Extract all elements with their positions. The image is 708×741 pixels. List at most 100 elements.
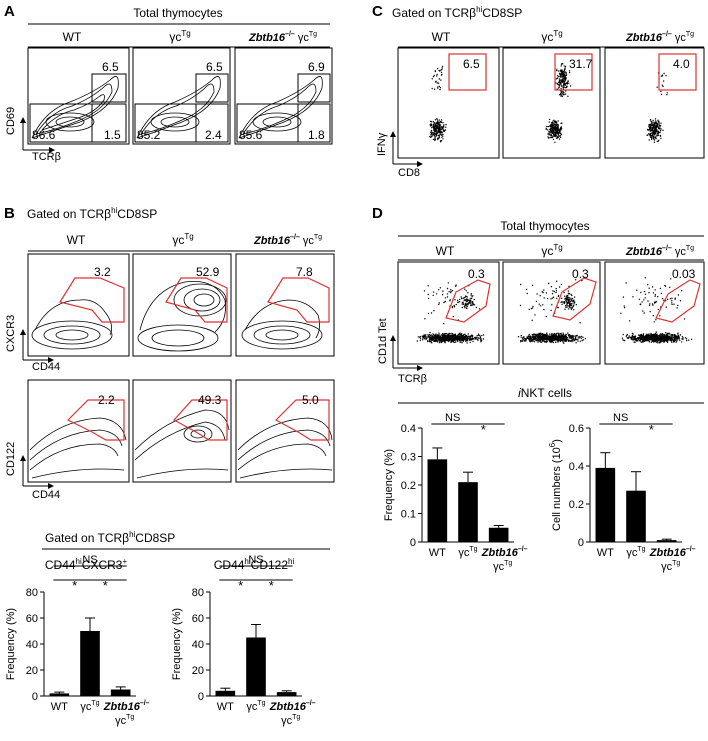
panel-a-gctg-ll: 85.2 [137, 128, 161, 142]
scatter-dot [473, 298, 475, 301]
scatter-dot [582, 336, 584, 338]
y-tick-label: 0.4 [569, 461, 584, 473]
scatter-dot [670, 336, 673, 338]
scatter-dot [552, 335, 554, 337]
scatter-dot [667, 333, 669, 335]
scatter-dot [670, 338, 672, 340]
panel-d-y-label: CD1d Tet [377, 318, 389, 364]
scatter-dot [559, 339, 561, 342]
panel-c-wt-value: 6.5 [463, 57, 480, 71]
scatter-dot [553, 335, 555, 337]
scatter-dot [562, 83, 565, 86]
scatter-dot [526, 336, 529, 339]
panel-a-letter: A [4, 3, 15, 20]
scatter-dot [520, 341, 522, 343]
scatter-dot [436, 119, 439, 121]
scatter-dot [668, 337, 670, 339]
scatter-dot [444, 337, 446, 340]
scatter-dot [438, 78, 440, 80]
scatter-dot [565, 337, 568, 339]
scatter-dot [573, 303, 575, 305]
scatter-dot [461, 303, 463, 305]
scatter-dot [465, 305, 467, 307]
scatter-dot [435, 333, 437, 335]
scatter-dot [655, 127, 657, 129]
scatter-dot [430, 131, 433, 134]
y-tick-label: 0.3 [401, 452, 416, 464]
scatter-dot [555, 130, 558, 132]
scatter-dot [656, 338, 659, 340]
scatter-dot [479, 336, 482, 339]
scatter-dot [562, 301, 564, 303]
scatter-dot [528, 333, 530, 336]
scatter-dot [463, 335, 466, 338]
scatter-dot [634, 335, 637, 337]
scatter-dot [445, 340, 447, 342]
scatter-dot [648, 125, 650, 127]
scatter-dot [551, 297, 554, 299]
scatter-dot [578, 335, 580, 338]
scatter-dot [650, 130, 652, 132]
scatter-dot [430, 130, 433, 132]
scatter-dot [570, 303, 572, 305]
scatter-dot [655, 130, 657, 133]
scatter-dot [642, 334, 645, 336]
scatter-dot [466, 338, 469, 340]
scatter-dot [439, 126, 441, 128]
scatter-dot [455, 336, 457, 338]
panel-a-gctg-upper: 6.5 [206, 60, 223, 74]
scatter-dot [646, 340, 648, 342]
scatter-dot [433, 129, 435, 131]
scatter-dot [677, 334, 680, 337]
y-tick-label: 0.1 [401, 509, 416, 521]
scatter-dot [462, 335, 464, 337]
scatter-dot [685, 338, 688, 340]
scatter-dot [653, 139, 656, 141]
scatter-dot [552, 138, 555, 141]
scatter-dot [519, 304, 522, 307]
panel-c-header: Gated on TCRβhiCD8SP [392, 5, 522, 20]
panel-a-ko-ll: 85.6 [239, 128, 263, 142]
scatter-dot [637, 337, 639, 340]
scatter-dot [440, 69, 442, 71]
scatter-dot [565, 77, 567, 79]
scatter-dot [439, 87, 442, 89]
scatter-dot [449, 300, 451, 302]
scatter-dot [466, 337, 468, 339]
scatter-dot [659, 333, 661, 336]
scatter-dot [671, 302, 673, 304]
scatter-dot [539, 295, 541, 297]
scatter-dot [440, 337, 443, 340]
scatter-dot [428, 336, 430, 338]
scatter-dot [673, 340, 675, 343]
scatter-dot [628, 335, 630, 337]
scatter-dot [563, 342, 565, 344]
panel-a-plot-wt [27, 47, 130, 145]
panel-c-letter: C [372, 3, 383, 20]
scatter-dot [651, 122, 653, 125]
scatter-dot [417, 336, 419, 338]
scatter-dot [653, 337, 655, 339]
scatter-dot [566, 303, 568, 305]
scatter-dot [570, 308, 573, 311]
scatter-dot [548, 118, 551, 121]
scatter-dot [445, 335, 447, 337]
scatter-dot [556, 75, 559, 77]
scatter-dot [563, 79, 566, 81]
scatter-dot [557, 336, 559, 338]
scatter-dot [453, 306, 456, 308]
scatter-dot [445, 338, 447, 341]
scatter-dot [478, 308, 481, 310]
scatter-dot [430, 334, 432, 337]
scatter-dot [441, 136, 443, 139]
scatter-dot [525, 288, 528, 291]
scatter-dot [452, 315, 454, 318]
scatter-dot [660, 292, 663, 295]
scatter-dot [428, 333, 431, 336]
panel-a-x-label: TCRβ [32, 151, 61, 163]
scatter-dot [551, 339, 553, 341]
scatter-dot [434, 70, 437, 73]
panel-a-header: Total thymocytes [133, 6, 222, 20]
scatter-dot [644, 297, 646, 299]
